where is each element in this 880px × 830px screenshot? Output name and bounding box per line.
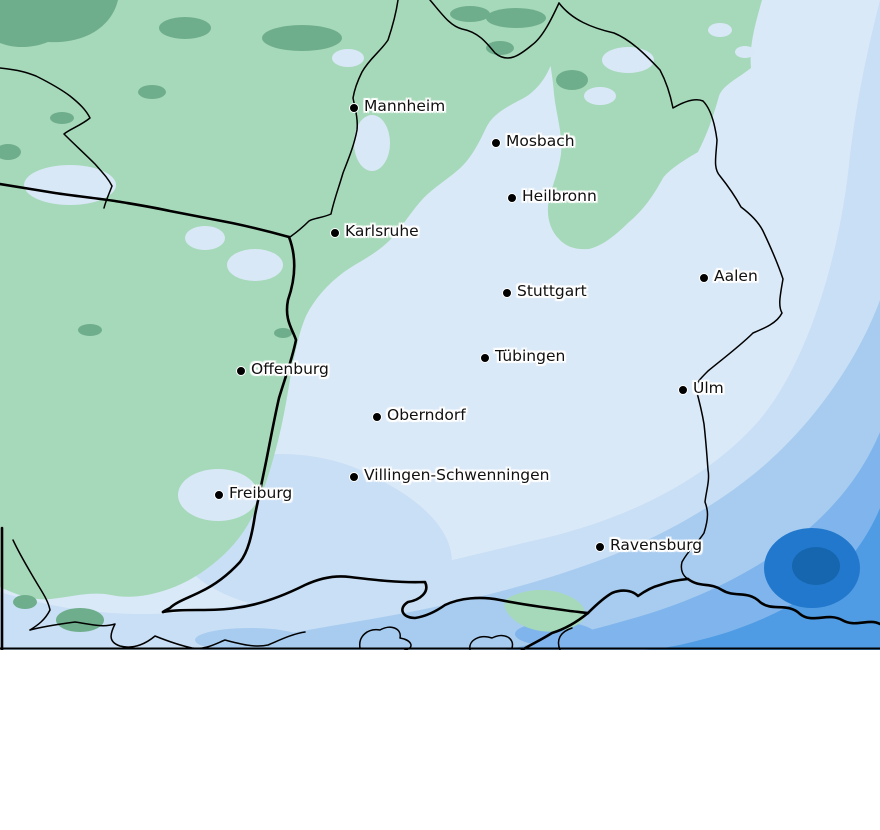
city-dot — [699, 273, 709, 283]
city-label: Mannheim — [364, 97, 446, 115]
temp-band-blue2 — [195, 300, 880, 650]
city-label: Villingen-Schwenningen — [364, 466, 550, 484]
footer: Temperatur in 2m (in °C) Modell: ICON-D2… — [0, 650, 880, 830]
city-dot — [507, 193, 517, 203]
temperature-map-svg — [0, 0, 880, 650]
city-dot — [491, 138, 501, 148]
city-dot — [349, 472, 359, 482]
weather-map: Mannheim Mosbach Heilbronn Karlsruhe Stuttga… — [0, 0, 880, 650]
city-label: Offenburg — [251, 360, 329, 378]
cold-spot-core — [792, 547, 840, 585]
city-dot — [214, 490, 224, 500]
city-label: Ulm — [693, 379, 724, 397]
city-label: Stuttgart — [517, 282, 587, 300]
city-label: Karlsruhe — [345, 222, 419, 240]
city-dot — [595, 542, 605, 552]
city-dot — [349, 103, 359, 113]
city-dot — [330, 228, 340, 238]
city-label: Heilbronn — [522, 187, 597, 205]
city-label: Tübingen — [495, 347, 566, 365]
warm-green-regions — [0, 0, 762, 632]
city-label: Freiburg — [229, 484, 293, 502]
city-dot — [480, 353, 490, 363]
city-dot — [502, 288, 512, 298]
border-lines-thin — [0, 0, 784, 650]
temp-band-blue4 — [640, 508, 880, 650]
pale-spots — [24, 23, 755, 521]
city-label: Ravensburg — [610, 536, 703, 554]
city-dot — [236, 366, 246, 376]
border-lines-thick — [0, 182, 880, 650]
city-label: Mosbach — [506, 132, 575, 150]
city-layer: Mannheim Mosbach Heilbronn Karlsruhe Stuttga… — [214, 97, 758, 554]
city-dot — [678, 385, 688, 395]
city-label: Aalen — [714, 267, 758, 285]
dark-green-patches — [0, 0, 588, 632]
city-label: Oberndorf — [387, 406, 466, 424]
city-dot — [372, 412, 382, 422]
